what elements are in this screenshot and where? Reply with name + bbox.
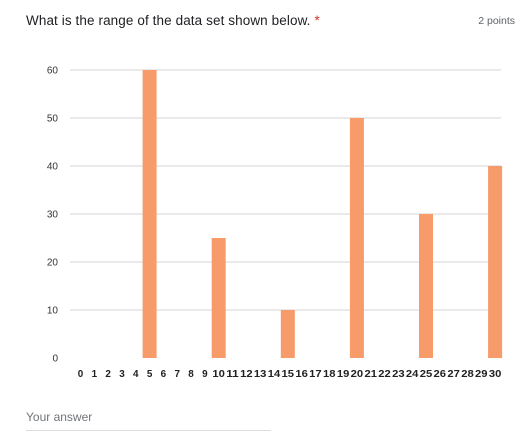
bar-15 xyxy=(280,310,295,358)
x-tick-label: 5 xyxy=(147,369,153,380)
x-tick-label: 1 xyxy=(92,369,98,380)
x-tick-label: 3 xyxy=(119,369,125,380)
x-tick-label: 13 xyxy=(254,369,267,380)
answer-input[interactable] xyxy=(26,408,271,426)
y-tick-label: 0 xyxy=(52,354,58,365)
bar-30 xyxy=(488,166,503,358)
y-tick-label: 30 xyxy=(47,210,59,221)
y-tick-label: 60 xyxy=(47,66,59,77)
bar-20 xyxy=(349,118,364,358)
x-tick-label: 26 xyxy=(434,369,447,380)
x-tick-label: 22 xyxy=(378,369,391,380)
x-tick-label: 6 xyxy=(161,369,167,380)
x-tick-label: 14 xyxy=(268,369,281,380)
x-tick-label: 25 xyxy=(420,369,433,380)
required-marker: * xyxy=(314,13,320,28)
x-tick-label: 16 xyxy=(295,369,308,380)
x-tick-label: 17 xyxy=(309,369,322,380)
x-tick-label: 28 xyxy=(461,369,474,380)
x-tick-label: 18 xyxy=(323,369,336,380)
x-tick-label: 2 xyxy=(105,369,111,380)
x-tick-label: 11 xyxy=(226,369,239,380)
answer-field[interactable] xyxy=(26,408,271,431)
x-tick-label: 29 xyxy=(475,369,488,380)
x-tick-label: 27 xyxy=(447,369,460,380)
x-tick-label: 24 xyxy=(406,369,419,380)
x-tick-label: 4 xyxy=(133,369,139,380)
y-tick-label: 20 xyxy=(47,258,59,269)
y-tick-label: 40 xyxy=(47,162,59,173)
y-tick-label: 10 xyxy=(47,306,59,317)
x-tick-label: 30 xyxy=(489,369,502,380)
x-tick-label: 7 xyxy=(174,369,180,380)
y-tick-label: 50 xyxy=(47,114,59,125)
x-tick-label: 21 xyxy=(364,369,377,380)
bar-25 xyxy=(419,214,433,358)
bar-5 xyxy=(142,70,157,358)
x-tick-label: 0 xyxy=(78,369,84,380)
bar-chart: 0 10 20 30 40 50 60 0 1 2 3 4 5 6 7 8 9 10 11 12 13 14 15 16 17 1… xyxy=(0,40,521,385)
x-tick-label: 15 xyxy=(282,369,295,380)
question-title: What is the range of the data set shown … xyxy=(26,13,320,28)
question-text: What is the range of the data set shown … xyxy=(26,13,311,28)
x-tick-label: 10 xyxy=(212,369,225,380)
x-tick-label: 19 xyxy=(337,369,350,380)
x-tick-label: 9 xyxy=(202,369,208,380)
bar-10 xyxy=(211,238,226,358)
x-tick-label: 23 xyxy=(392,369,405,380)
x-tick-label: 12 xyxy=(240,369,253,380)
points-label: 2 points xyxy=(478,15,515,27)
x-tick-label: 20 xyxy=(351,369,364,380)
x-tick-label: 8 xyxy=(188,369,194,380)
